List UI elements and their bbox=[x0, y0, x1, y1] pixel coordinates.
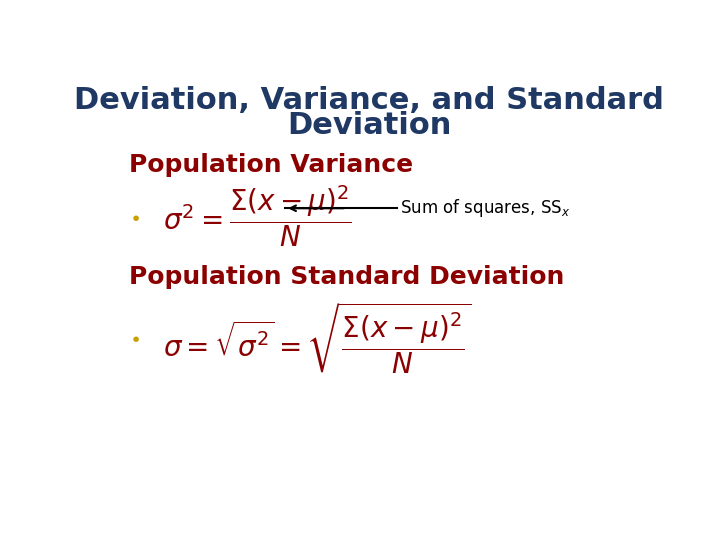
Text: 129: 129 bbox=[698, 513, 720, 526]
Text: ALWAYS LEARNING: ALWAYS LEARNING bbox=[14, 515, 132, 525]
Text: Population Variance: Population Variance bbox=[129, 153, 413, 177]
Text: $\bullet$: $\bullet$ bbox=[129, 207, 140, 226]
Text: Sum of squares, SS$_x$: Sum of squares, SS$_x$ bbox=[400, 197, 570, 219]
Text: Deviation: Deviation bbox=[287, 111, 451, 140]
Text: $\sigma^2 = \dfrac{\Sigma(x-\mu)^2}{N}$: $\sigma^2 = \dfrac{\Sigma(x-\mu)^2}{N}$ bbox=[163, 184, 351, 249]
Text: $\sigma = \sqrt{\sigma^2} = \sqrt{\dfrac{\Sigma(x-\mu)^2}{N}}$: $\sigma = \sqrt{\sigma^2} = \sqrt{\dfrac… bbox=[163, 300, 471, 375]
Text: $\bullet$: $\bullet$ bbox=[129, 328, 140, 347]
Text: PEARSON: PEARSON bbox=[590, 510, 695, 529]
Text: Deviation, Variance, and Standard: Deviation, Variance, and Standard bbox=[74, 86, 664, 114]
Text: Copyright © 2015, 2012, and 2009 Pearson Education, Inc.: Copyright © 2015, 2012, and 2009 Pearson… bbox=[215, 515, 505, 525]
Text: Population Standard Deviation: Population Standard Deviation bbox=[129, 265, 564, 289]
